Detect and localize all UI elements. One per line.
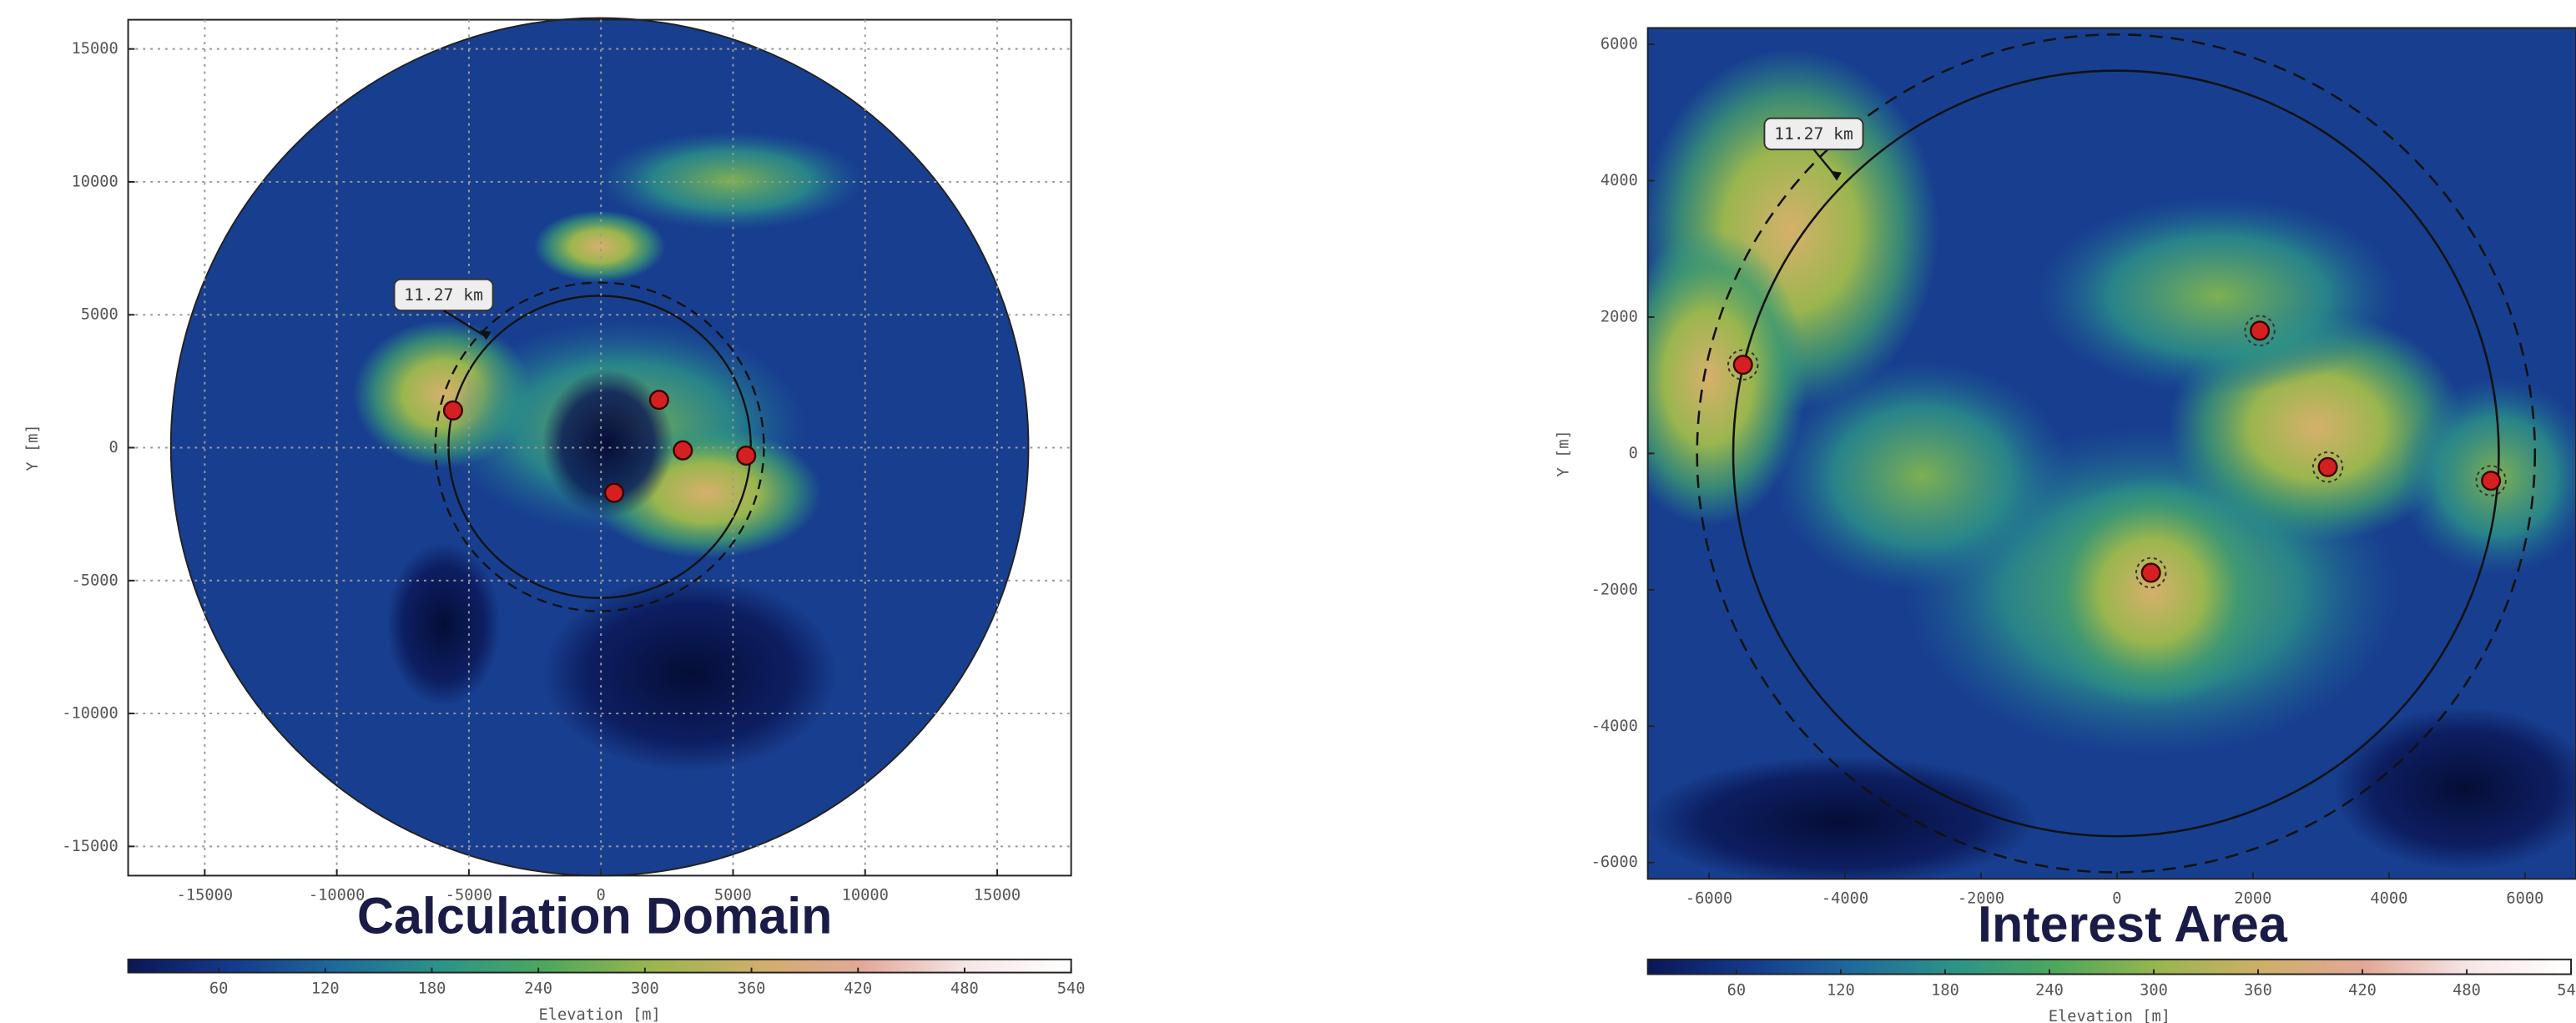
turbine-point (2482, 471, 2500, 490)
turbine-point (2319, 458, 2337, 476)
turbine-point (737, 446, 755, 465)
colorbar-tick-label: 420 (2348, 982, 2377, 1000)
x-tick-label: 10000 (842, 887, 889, 905)
x-tick-label: -4000 (1822, 889, 1868, 907)
colorbar-tick-label: 300 (2140, 982, 2168, 1000)
colorbar-tick-label: 120 (311, 980, 340, 998)
turbine-point (444, 401, 462, 420)
y-axis-label: Y [m] (1555, 430, 1573, 476)
colorbar-tick-label: 180 (1931, 982, 1959, 1000)
colorbar (1648, 960, 2571, 975)
x-tick-label: 15000 (974, 887, 1021, 905)
x-tick-label: -15000 (177, 887, 234, 905)
y-tick-label: 0 (108, 439, 118, 456)
colorbar-tick-label: 240 (524, 980, 552, 998)
turbine-point (2251, 321, 2269, 340)
turbine-point (1734, 355, 1752, 374)
colorbar-tick-label: 180 (418, 980, 446, 998)
terrain (1610, 28, 2576, 887)
colorbar-tick-label: 300 (631, 980, 659, 998)
y-tick-label: -2000 (1591, 581, 1638, 598)
y-tick-label: 10000 (71, 173, 118, 190)
turbine-point (673, 441, 692, 460)
y-tick-label: -4000 (1591, 718, 1638, 735)
y-tick-label: -5000 (71, 572, 118, 589)
y-tick-label: 4000 (1601, 172, 1638, 189)
terrain (164, 17, 1035, 887)
y-tick-label: 2000 (1601, 308, 1638, 325)
colorbar-tick-label: 360 (738, 980, 766, 998)
colorbar-tick-label: 540 (2557, 982, 2576, 1000)
colorbar-tick-label: 60 (209, 980, 229, 998)
y-tick-label: -15000 (62, 838, 118, 855)
colorbar-tick-label: 240 (2035, 982, 2064, 1000)
colorbar-label: Elevation [m] (538, 1006, 660, 1023)
y-tick-label: 5000 (81, 306, 118, 324)
turbine-point (650, 391, 668, 409)
annotation: 11.27 km (1774, 124, 1853, 144)
colorbar-tick-label: 60 (1727, 982, 1747, 1000)
y-tick-label: 15000 (71, 40, 118, 58)
y-axis-label: Y [m] (24, 424, 42, 471)
y-tick-label: -6000 (1591, 854, 1638, 871)
colorbar-label: Elevation [m] (2049, 1008, 2170, 1023)
colorbar (129, 960, 1071, 973)
colorbar-tick-label: 360 (2244, 982, 2272, 1000)
colorbar-tick-label: 540 (1057, 980, 1086, 998)
y-tick-label: 6000 (1601, 36, 1638, 53)
x-tick-label: 4000 (2370, 889, 2407, 907)
y-tick-label: 0 (1629, 445, 1638, 462)
colorbar-tick-label: 480 (950, 980, 979, 998)
colorbar-tick-label: 420 (844, 980, 872, 998)
turbine-point (605, 484, 623, 502)
page: {"chart_data":[ {"type":"scatter","title… (0, 0, 2576, 1023)
chart-title: Interest Area (1978, 896, 2288, 953)
colorbar-tick-label: 480 (2452, 982, 2481, 1000)
x-tick-label: -6000 (1686, 889, 1732, 907)
colorbar-tick-label: 120 (1827, 982, 1855, 1000)
y-tick-label: -10000 (62, 705, 118, 723)
x-tick-label: 6000 (2506, 889, 2543, 907)
figure: -15000-10000-5000050001000015000-15000-1… (0, 0, 2576, 1023)
chart-title: Calculation Domain (357, 888, 833, 945)
turbine-point (2142, 564, 2160, 582)
annotation: 11.27 km (404, 285, 483, 305)
